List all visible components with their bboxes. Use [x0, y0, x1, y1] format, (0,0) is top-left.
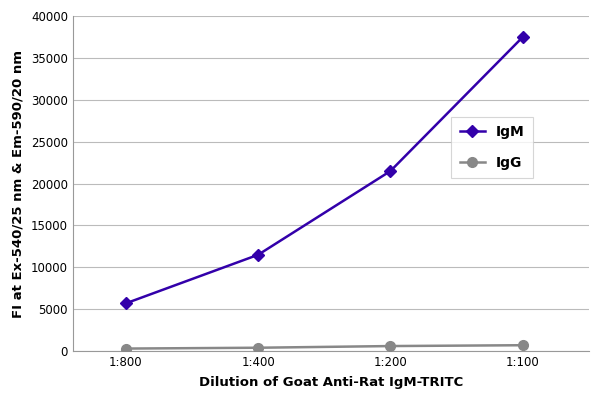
Line: IgM: IgM	[122, 33, 527, 308]
Legend: IgM, IgG: IgM, IgG	[451, 117, 533, 178]
IgG	[387, 344, 394, 348]
IgM	[254, 252, 262, 257]
IgM	[387, 169, 394, 174]
IgG	[254, 345, 262, 350]
Line: IgG: IgG	[121, 340, 527, 354]
Y-axis label: FI at Ex-540/25 nm & Em-590/20 nm: FI at Ex-540/25 nm & Em-590/20 nm	[11, 50, 24, 318]
X-axis label: Dilution of Goat Anti-Rat IgM-TRITC: Dilution of Goat Anti-Rat IgM-TRITC	[199, 376, 463, 389]
IgM	[519, 35, 526, 40]
IgG	[519, 343, 526, 348]
IgG	[122, 346, 130, 351]
IgM	[122, 301, 130, 306]
